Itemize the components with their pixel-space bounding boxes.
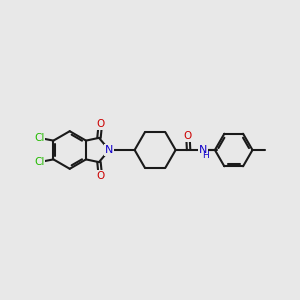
Text: O: O xyxy=(96,171,104,181)
Text: Cl: Cl xyxy=(34,133,44,143)
Text: H: H xyxy=(202,151,209,160)
Text: O: O xyxy=(184,131,192,141)
Text: N: N xyxy=(199,145,207,155)
Text: O: O xyxy=(96,119,104,129)
Text: Cl: Cl xyxy=(34,157,44,167)
Text: N: N xyxy=(105,145,113,155)
